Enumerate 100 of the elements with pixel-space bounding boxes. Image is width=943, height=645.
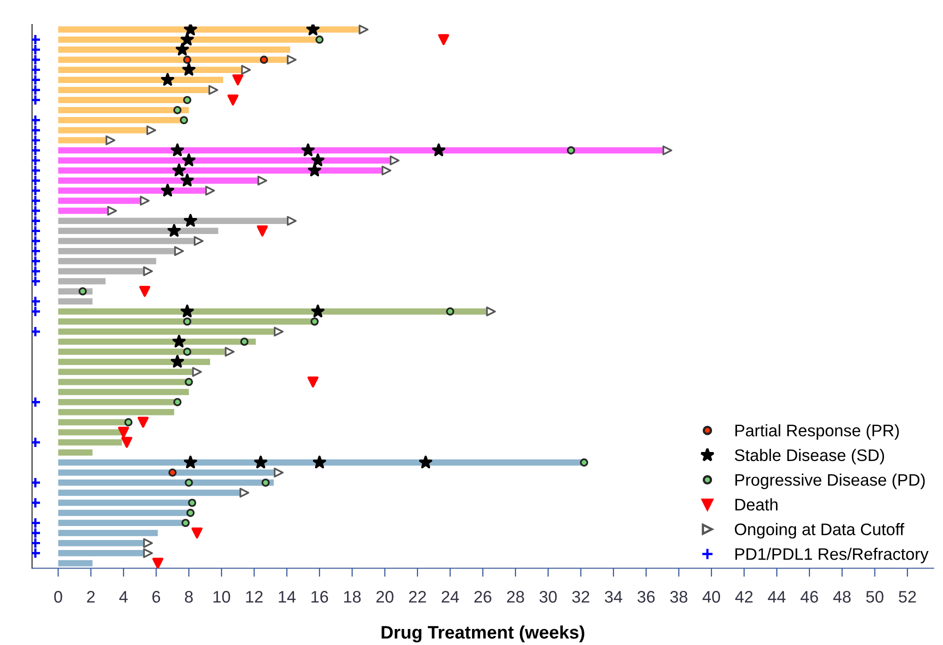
point [184, 456, 198, 468]
point [260, 56, 268, 64]
x-tick-label: 30 [540, 590, 557, 603]
point [580, 458, 588, 467]
point [183, 348, 192, 356]
x-tick-label: 42 [735, 590, 753, 603]
bar [58, 550, 144, 556]
point [138, 416, 149, 428]
point [32, 245, 42, 257]
point [152, 558, 164, 568]
point [274, 326, 284, 337]
point [172, 334, 186, 348]
point [32, 497, 42, 509]
point [286, 216, 297, 226]
point [307, 376, 318, 388]
point [32, 124, 42, 136]
point [32, 215, 42, 227]
point [186, 508, 195, 517]
point [274, 468, 284, 478]
point [176, 42, 189, 56]
point [192, 528, 203, 539]
x-tick-label: 20 [376, 590, 394, 603]
point [32, 114, 42, 126]
legend-label: Partial Response (PR) [735, 424, 899, 440]
point [170, 143, 184, 156]
point [160, 72, 174, 86]
point [390, 156, 400, 166]
x-tick-label: 22 [409, 590, 426, 603]
bar [58, 248, 174, 254]
x-tick-label: 52 [898, 590, 916, 603]
point [311, 304, 324, 318]
bar [58, 358, 210, 365]
point [32, 154, 42, 166]
point [227, 94, 238, 106]
point [32, 396, 42, 408]
bar [58, 560, 92, 566]
point [146, 125, 156, 136]
bar [58, 409, 174, 416]
point [188, 498, 196, 507]
bar [58, 500, 196, 506]
point [32, 134, 42, 146]
point [32, 517, 42, 529]
point [301, 143, 315, 156]
x-tick-label: 28 [507, 590, 524, 603]
bar [58, 208, 108, 214]
point [180, 304, 194, 318]
point [32, 54, 42, 66]
legend-label: PD1/PDL1 Res/Refractory [735, 548, 929, 564]
point [32, 547, 42, 559]
point [32, 235, 42, 247]
bar [58, 449, 92, 456]
point [432, 143, 446, 156]
bar [58, 348, 225, 355]
bar [58, 268, 144, 274]
point [182, 62, 196, 76]
point [32, 326, 42, 338]
x-tick-label: 38 [670, 590, 688, 603]
bar [58, 56, 287, 63]
x-tick-label: 24 [442, 590, 459, 603]
point [182, 154, 196, 166]
bar [58, 368, 192, 376]
point [32, 276, 42, 288]
bar [58, 218, 287, 224]
point [32, 74, 42, 86]
point [106, 135, 116, 146]
bar [58, 278, 106, 284]
bar [58, 308, 486, 315]
legend-label: Death [735, 498, 778, 511]
point [168, 224, 181, 237]
bar [58, 147, 662, 154]
point [205, 186, 215, 196]
bar [58, 46, 290, 53]
x-tick-label: 4 [119, 591, 128, 603]
point [446, 307, 454, 316]
point [118, 426, 130, 438]
point [310, 317, 319, 326]
point [32, 537, 42, 549]
point [32, 527, 42, 539]
point [224, 346, 235, 357]
x-tick-label: 0 [54, 590, 62, 603]
point [32, 306, 42, 318]
point [32, 144, 42, 156]
point [183, 317, 192, 326]
point [181, 518, 190, 528]
point [208, 85, 218, 95]
legend-label: Stable Disease (SD) [734, 448, 884, 464]
point [311, 154, 324, 166]
point [358, 24, 368, 34]
point [183, 56, 192, 64]
point [240, 338, 248, 346]
bar [58, 188, 206, 194]
x-axis-title: Drug Treatment (weeks) [382, 625, 584, 642]
point [254, 456, 268, 468]
point [160, 184, 174, 196]
point [180, 32, 194, 46]
point [32, 174, 42, 186]
x-tick-label: 16 [312, 590, 328, 603]
point [32, 44, 42, 56]
point [170, 354, 184, 368]
bar [58, 167, 382, 174]
